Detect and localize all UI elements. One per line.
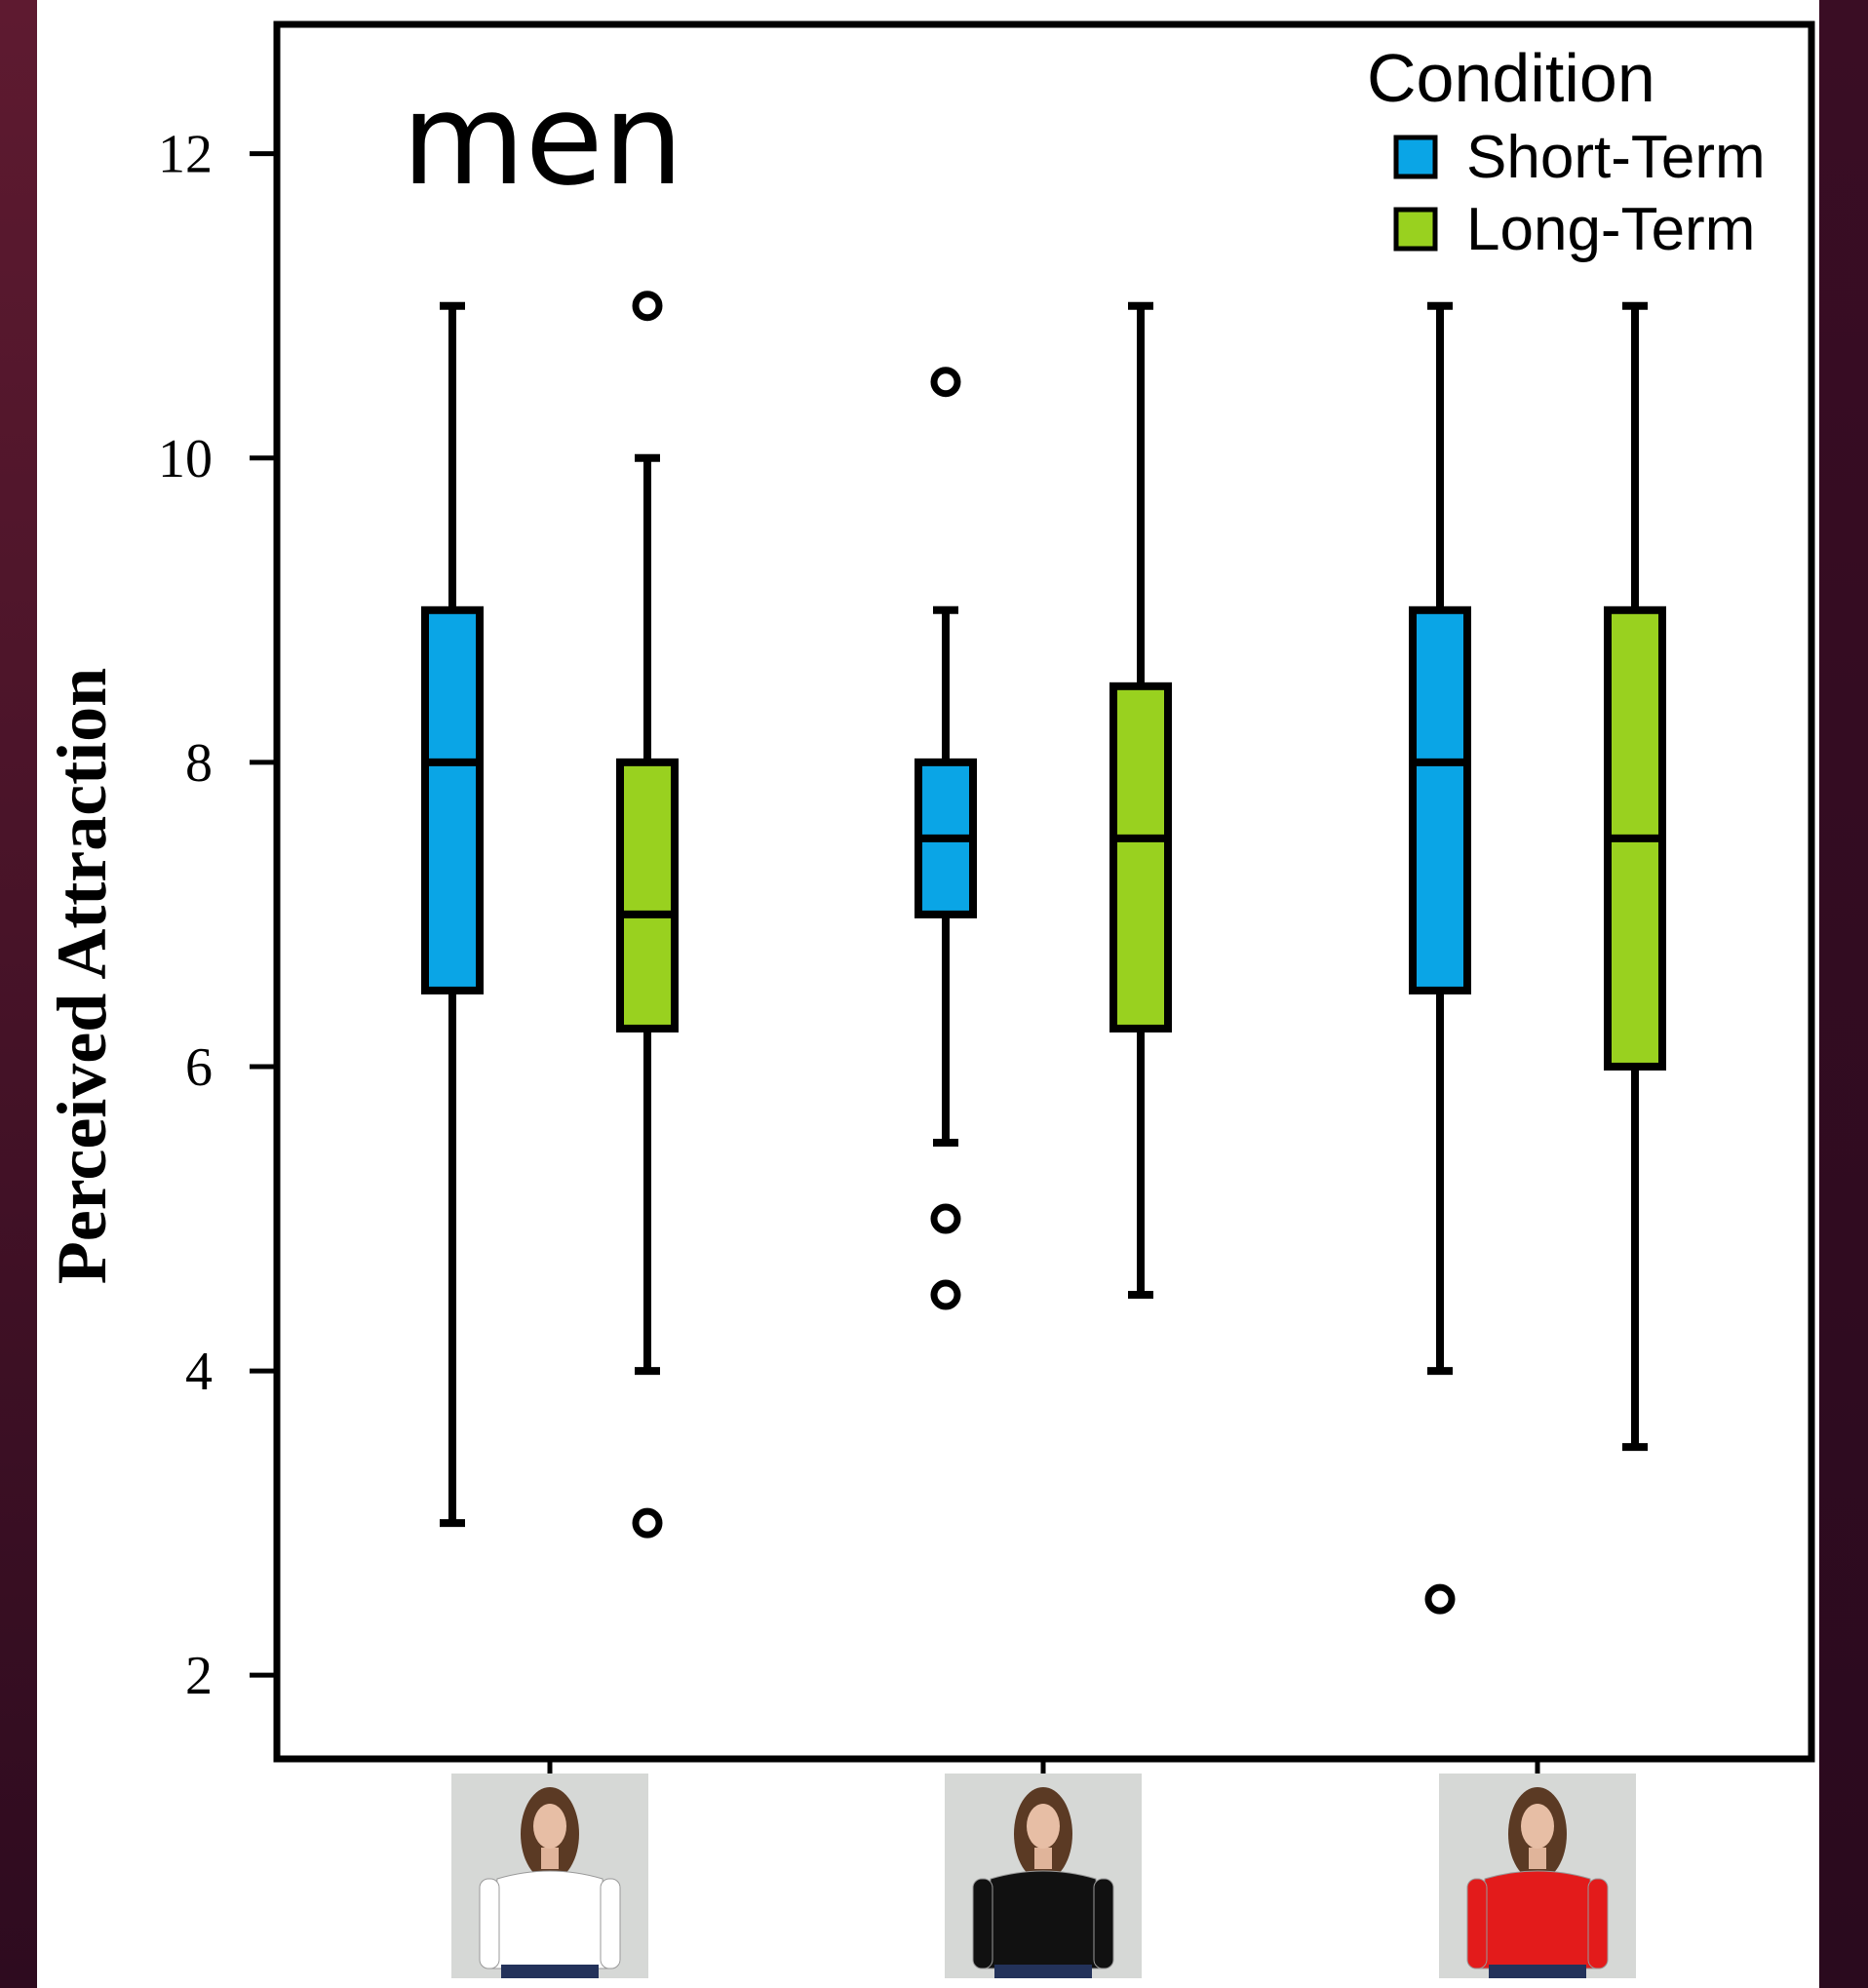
- y-tick-label-10: 10: [158, 429, 213, 489]
- woman-red-shirt-photo: [1439, 1774, 1636, 1978]
- outlier-point: [1424, 1583, 1456, 1615]
- jeans: [1489, 1965, 1586, 1978]
- outlier-point: [930, 1203, 961, 1234]
- panel-title: men: [402, 65, 683, 214]
- face: [533, 1804, 566, 1849]
- right-sleeve: [1587, 1878, 1609, 1969]
- woman-white-shirt-photo: [451, 1774, 648, 1978]
- legend-item-longterm: Long-Term: [1393, 196, 1755, 263]
- box-shortterm-1: [421, 301, 484, 1528]
- shirt: [1476, 1870, 1599, 1969]
- iqr-box: [1109, 682, 1172, 1033]
- right-frame-bar: [1819, 0, 1868, 1988]
- outlier-point: [632, 1507, 663, 1539]
- neck: [541, 1848, 559, 1869]
- woman-black-shirt-photo: [945, 1774, 1142, 1978]
- y-tick-label-6: 6: [185, 1037, 213, 1098]
- left-frame-bar: [0, 0, 37, 1988]
- iqr-box: [616, 758, 679, 1033]
- legend-label: Long-Term: [1466, 196, 1755, 263]
- box-longterm-1: [616, 291, 679, 1539]
- legend-title: Condition: [1367, 40, 1655, 116]
- box-shortterm-3: [1409, 301, 1471, 1615]
- face: [1027, 1804, 1060, 1849]
- right-sleeve: [600, 1878, 621, 1969]
- legend-label: Short-Term: [1466, 124, 1766, 191]
- outlier-point: [930, 367, 961, 398]
- left-sleeve: [1466, 1878, 1488, 1969]
- boxes-layer: [421, 291, 1666, 1615]
- plot-panel: [273, 20, 1815, 1763]
- y-tick-label-2: 2: [185, 1646, 213, 1706]
- category-thumbnails: [451, 1774, 1636, 1978]
- y-axis-label: Perceived Attraction: [43, 668, 121, 1284]
- shirt: [982, 1870, 1105, 1969]
- iqr-box: [1409, 605, 1471, 994]
- jeans: [501, 1965, 599, 1978]
- neck: [1034, 1848, 1052, 1869]
- neck: [1529, 1848, 1546, 1869]
- shirt: [488, 1870, 611, 1969]
- outlier-point: [930, 1279, 961, 1310]
- legend-item-shortterm: Short-Term: [1393, 124, 1766, 191]
- legend-swatch: [1393, 207, 1438, 252]
- outlier-point: [632, 291, 663, 322]
- jeans: [994, 1965, 1092, 1978]
- iqr-box: [421, 605, 484, 994]
- left-sleeve: [479, 1878, 500, 1969]
- y-tick-label-12: 12: [158, 125, 213, 185]
- face: [1521, 1804, 1554, 1849]
- box-longterm-2: [1109, 301, 1172, 1300]
- y-tick-label-4: 4: [185, 1342, 213, 1402]
- left-sleeve: [972, 1878, 993, 1969]
- y-tick-label-8: 8: [185, 733, 213, 794]
- legend-swatch: [1393, 135, 1438, 179]
- box-longterm-3: [1604, 301, 1666, 1452]
- box-shortterm-2: [915, 367, 977, 1310]
- y-axis: 2 4 6 8 10 12: [158, 125, 277, 1706]
- right-sleeve: [1093, 1878, 1114, 1969]
